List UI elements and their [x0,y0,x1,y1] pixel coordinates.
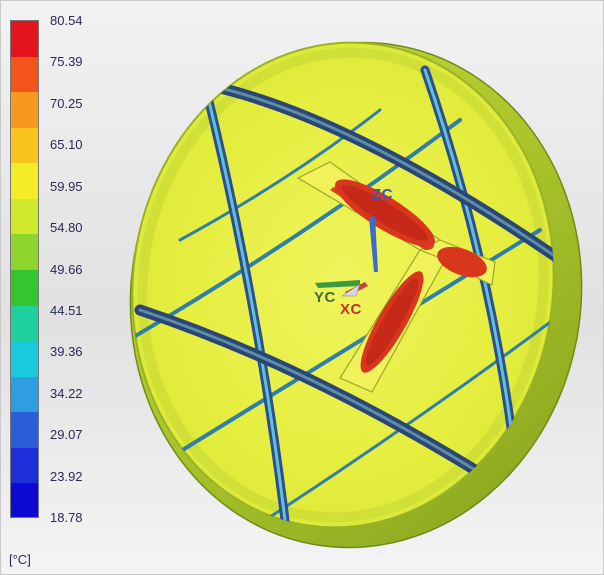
legend-tick-label: 54.80 [50,220,83,236]
face-features [118,47,582,532]
legend-color-segment [11,341,38,378]
legend-color-segment [11,270,38,307]
legend-tick-label: 80.54 [50,13,83,28]
temperature-legend: 80.54 75.39 70.25 65.10 59.95 54.80 49.66 44.51… [0,0,120,575]
legend-tick-label: 34.22 [50,385,83,401]
legend-color-segment [11,447,38,484]
legend-tick-label: 59.95 [50,178,83,194]
coordinate-triad[interactable] [315,216,378,297]
legend-tick-label: 23.92 [50,468,83,484]
legend-tick-label: 75.39 [50,54,83,70]
legend-color-segment [11,92,38,129]
legend-tick-label: 65.10 [50,137,83,153]
legend-tick-label: 70.25 [50,95,83,111]
legend-tick-label: 29.07 [50,427,83,443]
legend-unit-label: [°C] [9,552,31,567]
legend-tick-label: 18.78 [50,510,83,525]
legend-color-segment [11,412,38,449]
legend-color-segment [11,163,38,200]
legend-color-segment [11,234,38,271]
z-axis-label: ZC [372,186,393,203]
legend-color-segment [11,483,38,517]
t-slot [296,161,496,393]
legend-color-segment [11,198,38,235]
legend-color-segment [11,56,38,93]
legend-tick-label: 49.66 [50,261,83,277]
model-viewport[interactable] [100,40,600,570]
y-axis-label: YC [314,289,336,306]
legend-color-segment [11,376,38,413]
legend-color-bar [10,20,39,518]
legend-color-segment [11,305,38,342]
legend-color-segment [11,21,38,58]
x-axis-label: XC [340,301,362,318]
legend-tick-label: 44.51 [50,302,83,318]
legend-tick-label: 39.36 [50,344,83,360]
legend-color-segment [11,127,38,164]
